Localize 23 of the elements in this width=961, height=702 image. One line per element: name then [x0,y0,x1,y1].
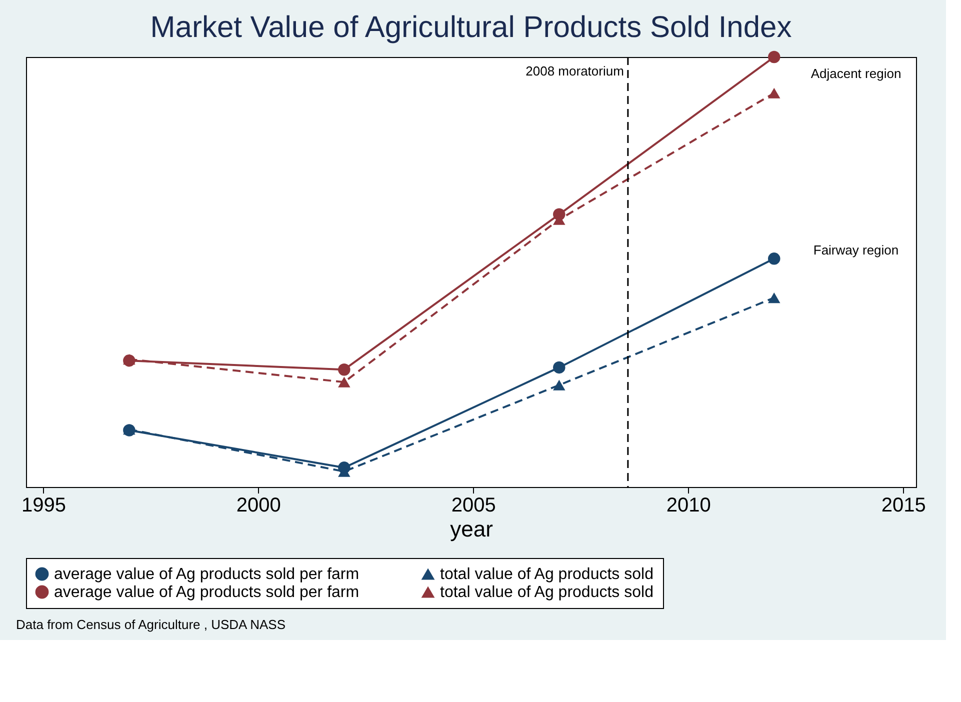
x-tick-label: 2015 [881,494,926,516]
text: Data from Census of Agriculture , USDA NASS [16,617,286,632]
point [768,88,780,98]
point [338,364,350,376]
annotation: Fairway region [813,242,899,258]
x-tick-label: 2000 [236,494,281,516]
legend-label: average value of Ag products sold per farm [54,584,360,601]
x-tick-label: 2005 [451,494,496,516]
legend-label: total value of Ag products sold [440,566,654,583]
point [338,376,350,388]
chart-title: Market Value of Agricultural Products Sold Index [150,10,792,44]
x-axis-title: year [450,516,493,542]
ref-line-label: 2008 moratorium [526,64,624,79]
legend-label: average value of Ag products sold per farm [54,566,360,583]
x-tick-label: 1995 [21,494,66,516]
annotation: Adjacent region [810,66,902,82]
legend-label: total value of Ag products sold [440,584,654,601]
point [553,380,566,390]
point [553,361,566,374]
x-tick-label: 2010 [666,494,711,516]
point [768,50,780,64]
point [768,252,780,265]
point [768,292,780,304]
